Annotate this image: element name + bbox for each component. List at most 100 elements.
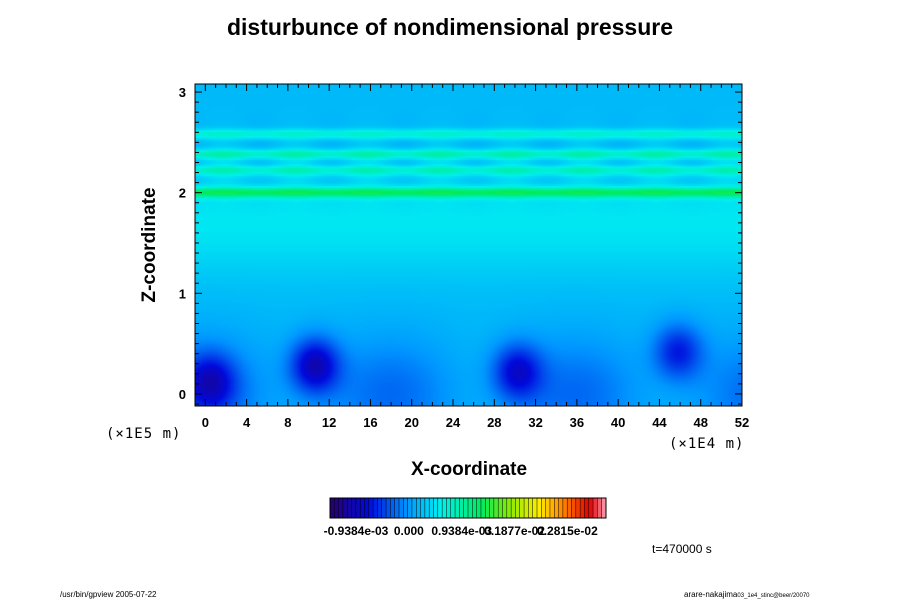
colorbar-segment [377,498,383,518]
colorbar-segment [403,498,408,518]
colorbar-segment [567,498,572,518]
y-tick-label: 0 [179,387,186,402]
colorbar-segment [338,498,344,518]
colorbar-segment [597,498,602,518]
colorbar-segment [545,498,551,518]
footer-author: arare-nakajima [684,590,738,599]
colorbar-label: 0.2815e-02 [537,524,598,538]
colorbar-segment [549,498,555,518]
colorbar-segment [416,498,421,518]
colorbar-segment [399,498,404,518]
colorbar-segment [485,498,490,518]
colorbar-segment [355,498,361,518]
colorbar-segment [433,498,439,518]
colorbar-segment [584,498,590,518]
colorbar-segment [493,498,499,518]
colorbar-segment [528,498,533,518]
colorbar-segment [364,498,370,518]
colorbar-label: -0.9384e-03 [324,524,389,538]
colorbar-segment [601,498,607,518]
x-tick-label: 24 [446,415,461,430]
colorbar-segment [411,498,417,518]
colorbar-segment [511,498,516,518]
colorbar-label: 0.9384e-03 [431,524,492,538]
colorbar-segment [588,498,594,518]
x-tick-label: 48 [693,415,707,430]
y-tick-label: 2 [179,186,186,201]
colorbar-segment [373,498,378,518]
colorbar-segment [347,498,352,518]
colorbar-segment [394,498,400,518]
x-axis-label: X-coordinate [410,459,528,480]
colorbar-segment [420,498,426,518]
colorbar-segment [524,498,529,518]
colorbar-segment [390,498,395,518]
plot-frame [194,83,743,407]
colorbar-segment [386,498,391,518]
colorbar-frame [329,497,607,519]
colorbar-segment [360,498,365,518]
colorbar-segment [515,498,521,518]
colorbar-segment [519,498,525,518]
y-tick-label: 3 [179,85,186,100]
colorbar-segment [580,498,585,518]
y-axis-label: Z-coordinate [139,187,160,303]
colorbar-segment [334,498,339,518]
colorbar-segment [532,498,538,518]
colorbar-segment [554,498,559,518]
colorbar-segment [330,498,335,518]
colorbar-segment [442,498,447,518]
colorbar-label: 0.000 [394,524,424,538]
colorbar-segment [558,498,564,518]
x-tick-label: 4 [243,415,251,430]
colorbar-segment [455,498,460,518]
colorbar-segment [480,498,486,518]
colorbar-segment [429,498,434,518]
colorbar-segment [463,498,469,518]
x-tick-label: 28 [487,415,501,430]
chart-title: disturbunce of nondimensional pressure [226,14,673,40]
x-tick-label: 0 [202,415,209,430]
colorbar-label: 0.1877e-02 [484,524,545,538]
colorbar-segment [472,498,477,518]
colorbar-segment [506,498,512,518]
footer-left: /usr/bin/gpview 2005-07-22 [60,590,157,599]
colorbar-segment [571,498,577,518]
colorbar-segment [575,498,581,518]
colorbar-segment [476,498,482,518]
colorbar-segment [562,498,568,518]
colorbar-segment [459,498,464,518]
footer-subtitle: 03_1e4_stinc@beer/20070 [737,593,810,599]
x-tick-label: 32 [528,415,542,430]
colorbar-segment [498,498,503,518]
colorbar-segment [489,498,495,518]
footer-right: arare-nakajima03_1e4_stinc@beer/20070 [684,590,810,599]
colorbar-segment [541,498,546,518]
x-tick-label: 40 [611,415,625,430]
y-axis-unit: (×1E5 m) [106,426,182,442]
x-tick-label: 36 [570,415,584,430]
x-tick-label: 8 [284,415,291,430]
colorbar-segment [424,498,430,518]
y-tick-label: 1 [179,286,186,301]
colorbar-segment [502,498,508,518]
colorbar-segment [450,498,456,518]
x-axis-unit: (×1E4 m) [669,436,745,452]
colorbar-segment [446,498,452,518]
x-tick-label: 44 [652,415,667,430]
colorbar-segment [437,498,443,518]
x-tick-label: 52 [735,415,749,430]
colorbar-segment [342,498,348,518]
colorbar-segment [593,498,598,518]
colorbar-segment [407,498,413,518]
x-tick-label: 20 [405,415,419,430]
x-tick-label: 12 [322,415,336,430]
colorbar-segment [381,498,387,518]
time-annotation: t=470000 s [652,542,712,556]
colorbar-segment [368,498,374,518]
colorbar-segment [351,498,357,518]
colorbar-segment [468,498,473,518]
x-tick-label: 16 [363,415,377,430]
colorbar-segment [537,498,542,518]
